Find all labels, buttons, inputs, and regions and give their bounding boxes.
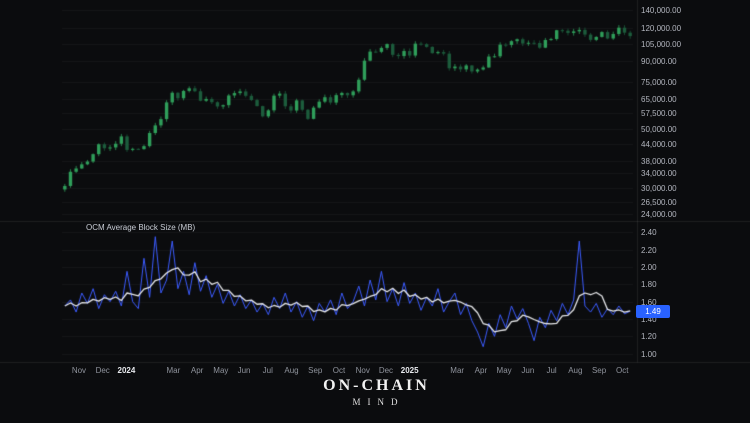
brand-subname: MIND <box>352 397 405 407</box>
price-axis-label: 105,000.00 <box>641 39 682 49</box>
time-axis-month-label: Dec <box>378 366 394 375</box>
price-axis-label: 90,000.00 <box>641 57 677 67</box>
price-axis-label: 57,500.00 <box>641 108 677 118</box>
time-axis-month-label: May <box>496 366 512 375</box>
indicator-axis-label: 1.60 <box>641 297 657 307</box>
time-axis-month-label: Aug <box>284 366 299 375</box>
indicator-axis-label: 1.20 <box>641 332 657 342</box>
price-axis-label: 38,000.00 <box>641 156 677 166</box>
time-axis-year-label: 2025 <box>400 366 419 375</box>
price-axis-label: 34,000.00 <box>641 169 677 179</box>
time-axis-month-label: Mar <box>450 366 465 375</box>
price-axis-label: 30,000.00 <box>641 183 677 193</box>
time-axis-month-label: Apr <box>190 366 204 375</box>
time-axis-month-label: Jul <box>546 366 557 375</box>
price-axis-label: 26,500.00 <box>641 198 677 208</box>
time-axis-month-label: Nov <box>355 366 370 375</box>
price-axis-label: 75,000.00 <box>641 78 677 88</box>
indicator-value-badge: 1.49 <box>636 304 670 318</box>
time-axis-month-label: Jun <box>237 366 251 375</box>
time-axis-month-label: Jun <box>521 366 535 375</box>
time-axis-month-label: Jul <box>262 366 273 375</box>
time-axis-month-label: Aug <box>568 366 583 375</box>
time-axis-month-label: Nov <box>71 366 87 375</box>
time-axis-month-label: Mar <box>166 366 181 375</box>
brand-watermark: ON-CHAIN MIND <box>0 377 750 407</box>
indicator-axis-label: 1.80 <box>641 280 657 290</box>
price-axis-label: 24,000.00 <box>641 209 677 219</box>
indicator-axis-label: 1.40 <box>641 315 657 324</box>
time-axis-year-label: 2024 <box>117 366 136 375</box>
time-axis-month-label: Dec <box>95 366 110 375</box>
price-axis-label: 120,000.00 <box>641 24 682 34</box>
time-axis-month-label: Oct <box>332 366 346 375</box>
indicator-axis-label: 2.40 <box>641 228 657 238</box>
price-axis-label: 50,000.00 <box>641 125 677 135</box>
price-axis-label: 140,000.00 <box>641 6 682 16</box>
indicator-axis-label: 2.20 <box>641 245 657 255</box>
time-axis-month-label: Apr <box>474 366 488 375</box>
price-axis-label: 44,000.00 <box>641 139 677 149</box>
indicator-axis-label: 2.00 <box>641 263 657 272</box>
time-axis-month-label: Sep <box>308 366 323 375</box>
price-axis-label: 65,000.00 <box>641 94 677 104</box>
time-axis-month-label: Sep <box>591 366 607 375</box>
brand-name: ON-CHAIN <box>323 377 430 394</box>
time-axis-month-label: May <box>213 366 229 375</box>
indicator-axis-label: 1.00 <box>641 349 657 359</box>
time-axis-month-label: Oct <box>616 366 629 375</box>
indicator-title[interactable]: OCM Average Block Size (MB) <box>86 223 196 232</box>
